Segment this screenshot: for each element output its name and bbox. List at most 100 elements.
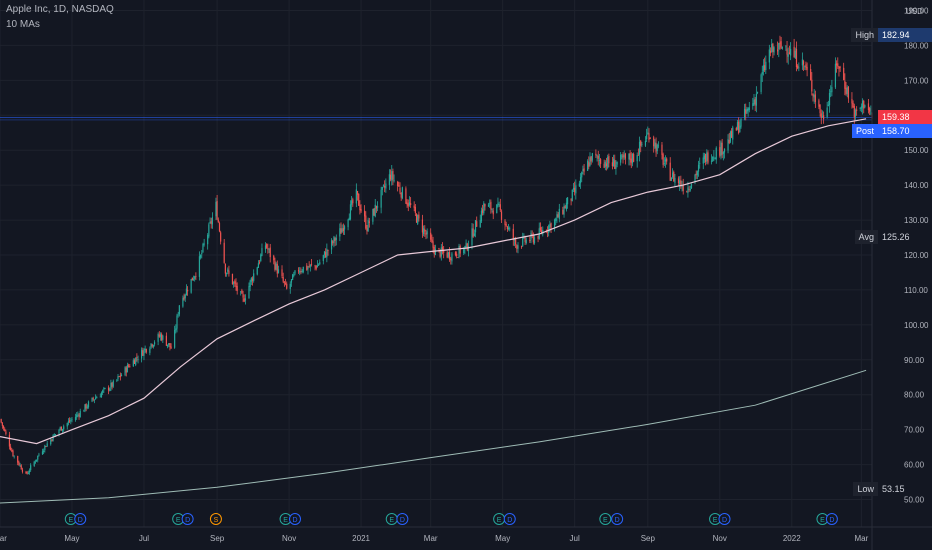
candle <box>565 197 567 212</box>
event-badge-letter: S <box>214 517 219 524</box>
candle <box>677 176 680 186</box>
time-axis[interactable]: Mar May Jul Sep Nov 2021 Mar May Jul Sep Nov 2022 Ma… <box>0 534 869 543</box>
candle <box>697 160 700 177</box>
candle <box>159 332 162 341</box>
candle <box>358 193 360 206</box>
candle <box>689 185 691 192</box>
candle <box>432 236 434 253</box>
candle <box>94 394 97 400</box>
candle <box>21 467 24 474</box>
candle <box>646 128 648 143</box>
candle <box>806 62 808 77</box>
candle <box>116 379 118 383</box>
candle <box>343 224 346 235</box>
candle <box>598 154 601 167</box>
candle <box>794 47 796 60</box>
candle <box>434 244 437 256</box>
candle <box>70 417 72 425</box>
candle <box>83 409 85 412</box>
candle <box>240 290 242 296</box>
candle <box>674 173 676 187</box>
candle <box>450 256 452 265</box>
event-badge-dividend[interactable]: D <box>288 513 301 525</box>
candle <box>210 217 212 229</box>
candle <box>680 175 682 189</box>
candle <box>512 224 514 246</box>
event-badge-dividend[interactable]: D <box>181 513 194 525</box>
candle <box>50 438 52 446</box>
event-badge-dividend[interactable]: D <box>825 513 838 525</box>
symbol-title[interactable]: Apple Inc, 1D, NASDAQ <box>6 4 114 15</box>
candle <box>533 234 536 245</box>
candle <box>516 244 518 253</box>
candle <box>27 470 29 475</box>
candle <box>690 183 693 189</box>
event-badge-earnings[interactable]: E <box>493 513 506 525</box>
candle <box>236 282 238 295</box>
candle <box>166 344 169 349</box>
event-badge-dividend[interactable]: D <box>396 513 409 525</box>
event-badge-earnings[interactable]: E <box>385 513 398 525</box>
candle <box>302 266 304 274</box>
candle <box>623 150 625 160</box>
candle <box>43 448 45 455</box>
candle <box>506 225 508 232</box>
post-market-marker: Post 158.70 <box>851 124 932 139</box>
candle <box>517 242 519 254</box>
candle <box>317 263 320 267</box>
candle <box>227 267 229 275</box>
candle <box>764 57 766 73</box>
candle <box>38 452 40 457</box>
candle <box>137 355 139 364</box>
candle <box>19 462 21 468</box>
indicator-label[interactable]: 10 MAs <box>6 19 40 30</box>
event-badge-dividend[interactable]: D <box>611 513 624 525</box>
candle <box>28 468 31 475</box>
candle <box>498 201 500 207</box>
candle <box>745 103 747 121</box>
candle <box>144 345 146 354</box>
event-badge-split[interactable]: S <box>209 513 222 525</box>
event-badge-letter: D <box>615 517 620 524</box>
candle <box>85 403 87 412</box>
candle <box>26 470 28 475</box>
candle <box>135 357 137 367</box>
candle <box>268 248 270 253</box>
candle <box>637 148 639 156</box>
candle <box>61 428 64 433</box>
candle <box>129 364 131 368</box>
candle <box>812 93 814 102</box>
candle <box>34 459 36 464</box>
candle <box>60 426 62 431</box>
candle <box>211 212 213 229</box>
price-tick-label: 190.00 <box>904 6 929 15</box>
candle <box>621 153 623 160</box>
candle <box>12 449 14 457</box>
candle <box>596 154 598 162</box>
candle <box>170 343 172 349</box>
candle <box>382 184 385 188</box>
candle <box>128 363 130 368</box>
event-badge-earnings[interactable]: E <box>599 513 612 525</box>
candle <box>269 243 271 263</box>
candle <box>118 376 120 378</box>
candle <box>629 150 631 166</box>
candle <box>838 65 840 77</box>
candle <box>323 251 326 259</box>
candle <box>696 170 698 180</box>
candle <box>507 224 510 231</box>
candle <box>96 395 98 399</box>
event-badge-dividend[interactable]: D <box>718 513 731 525</box>
candle <box>686 190 688 193</box>
event-badge-letter: E <box>820 517 825 524</box>
candle <box>605 157 608 171</box>
candle <box>332 239 334 246</box>
event-badge-dividend[interactable]: D <box>74 513 87 525</box>
moving-average-fast <box>0 118 867 445</box>
event-badge-dividend[interactable]: D <box>503 513 516 525</box>
candle <box>142 347 144 357</box>
candle <box>207 233 209 250</box>
candle <box>5 429 7 436</box>
